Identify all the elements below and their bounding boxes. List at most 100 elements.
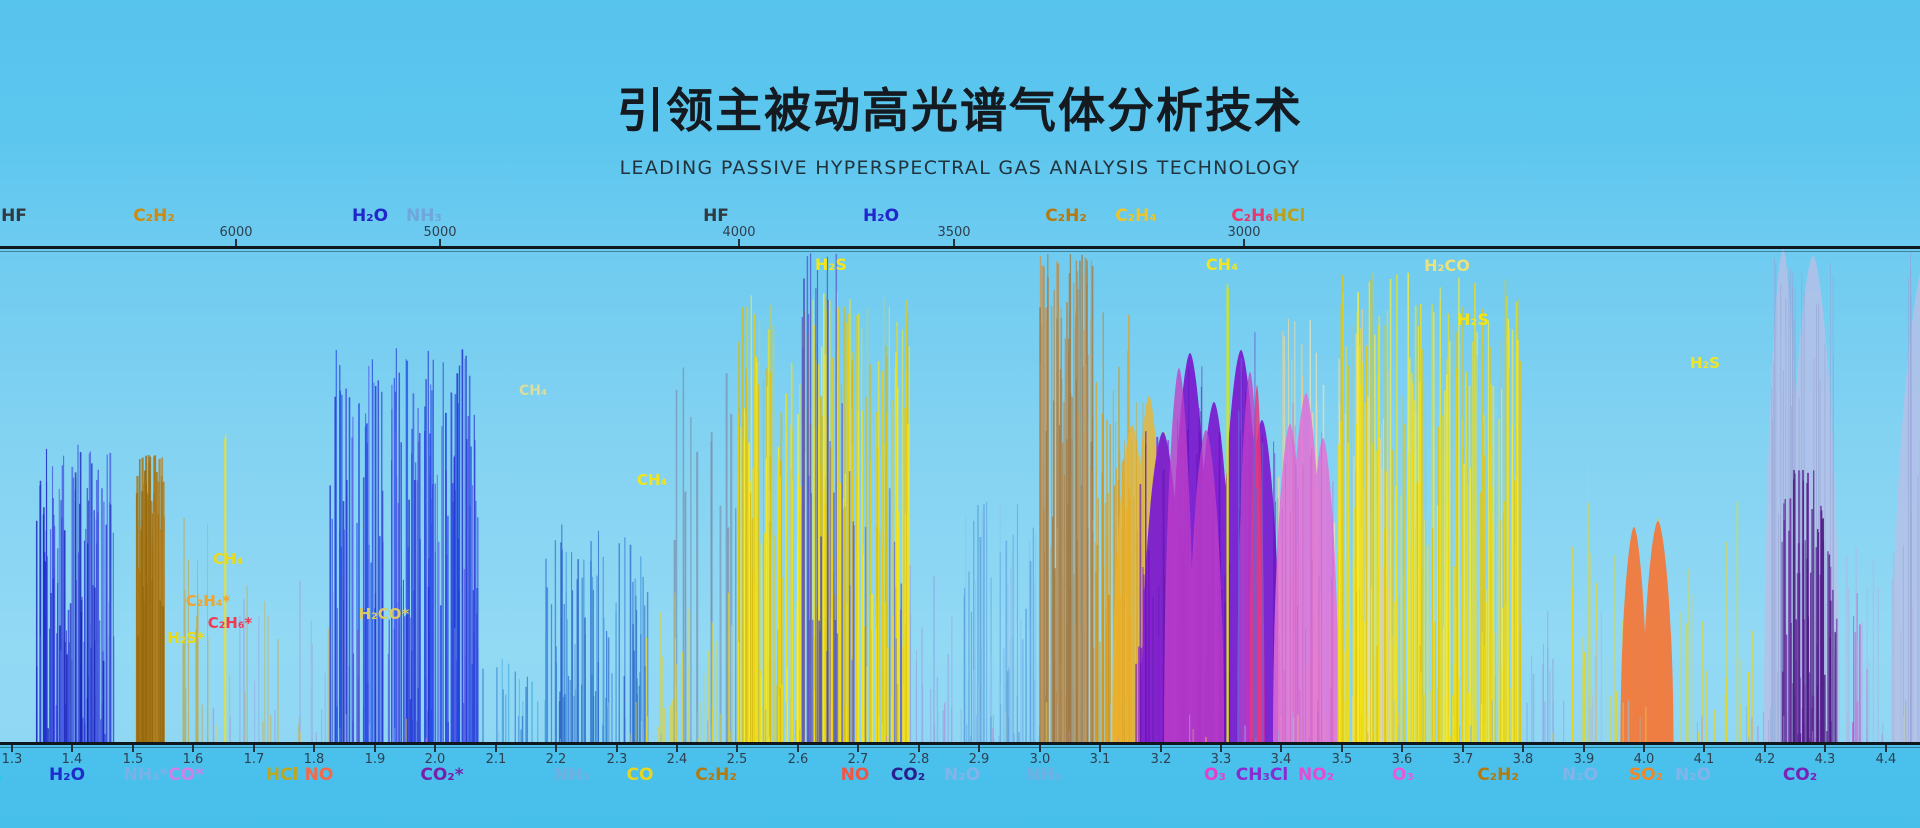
bottom-tick-mark (1099, 745, 1101, 752)
bottom-gas-label: CO (626, 765, 654, 785)
top-tick-mark (738, 239, 740, 246)
inchart-gas-label: C₂H₄* (185, 592, 231, 610)
top-tick-label: 6000 (219, 225, 253, 240)
bottom-tick-mark (1824, 745, 1826, 752)
bottom-gas-label: CO₂* (420, 765, 464, 785)
bottom-tick-label: 2.7 (847, 752, 869, 767)
bottom-gas-label: O₃ (1392, 765, 1414, 785)
bottom-tick-mark (1401, 745, 1403, 752)
bottom-tick-label: 1.4 (61, 752, 83, 767)
bottom-tick-label: 2.0 (424, 752, 446, 767)
bottom-tick-label: 3.0 (1029, 752, 1051, 767)
spectral-envelope (1273, 393, 1339, 745)
bottom-tick-mark (495, 745, 497, 752)
inchart-gas-label: CH₄ (1205, 255, 1239, 274)
bottom-tick-label: 1.8 (303, 752, 325, 767)
bottom-gas-label: NO₂ (1297, 765, 1335, 785)
bottom-gas-label: NH₃* (123, 765, 169, 785)
bottom-tick-mark (1160, 745, 1162, 752)
bottom-tick-label: 3.3 (1210, 752, 1232, 767)
bottom-gas-label: NO (304, 765, 334, 785)
inchart-gas-label: H₂S (1457, 310, 1489, 329)
bottom-tick-label: 2.9 (968, 752, 990, 767)
top-axis-subline (0, 251, 1920, 252)
bottom-gas-label: SO₂ (1628, 765, 1664, 785)
top-gas-label: H₂O (862, 206, 900, 226)
bottom-tick-label: 3.7 (1452, 752, 1474, 767)
top-gas-label: HF (703, 206, 729, 226)
inchart-gas-label: H₂S (815, 255, 847, 274)
bottom-tick-label: 3.5 (1331, 752, 1353, 767)
bottom-gas-label: HCl (265, 765, 299, 785)
spectral-line-band (963, 501, 1043, 745)
bottom-tick-mark (11, 745, 13, 752)
bottom-tick-mark (434, 745, 436, 752)
bottom-tick-mark (1039, 745, 1041, 752)
bottom-tick-mark (857, 745, 859, 752)
bottom-gas-label: N₂O (1561, 765, 1599, 785)
bottom-tick-mark (374, 745, 376, 752)
spectral-line-band (1337, 272, 1521, 745)
bottom-tick-mark (313, 745, 315, 752)
spectral-line-band (1526, 611, 1565, 745)
top-gas-label: C₂H₄ (1115, 206, 1157, 226)
top-tick-label: 3500 (937, 225, 971, 240)
spectral-line-band (1588, 611, 1603, 745)
top-gas-label: HF (1, 206, 27, 226)
bottom-gas-label: H₂O (48, 765, 86, 785)
partial-gas-label: ₂ (0, 768, 3, 786)
bottom-tick-mark (1583, 745, 1585, 752)
top-tick-mark (953, 239, 955, 246)
bottom-tick-mark (555, 745, 557, 752)
bottom-tick-label: 2.8 (908, 752, 930, 767)
spectral-line-band (841, 403, 903, 745)
bottom-tick-mark (71, 745, 73, 752)
spectral-line-band (224, 434, 227, 745)
top-gas-label: C₂H₂ (1045, 206, 1087, 226)
top-gas-label: H₂O (351, 206, 389, 226)
bottom-tick-mark (676, 745, 678, 752)
spectral-line-band (1781, 470, 1838, 745)
top-tick-mark (235, 239, 237, 246)
spectral-line-band (1039, 254, 1095, 745)
bottom-tick-label: 3.1 (1089, 752, 1111, 767)
bottom-tick-mark (736, 745, 738, 752)
spectral-line-band (1852, 593, 1868, 745)
inchart-gas-label: C₂H₆* (207, 614, 253, 632)
bottom-tick-label: 1.7 (243, 752, 265, 767)
bottom-tick-mark (253, 745, 255, 752)
bottom-tick-mark (616, 745, 618, 752)
bottom-gas-label: CO₂ (1782, 765, 1818, 785)
bottom-tick-mark (1643, 745, 1645, 752)
inchart-gas-label: CH₄ (518, 383, 548, 399)
top-tick-label: 5000 (423, 225, 457, 240)
top-tick-label: 4000 (722, 225, 756, 240)
bottom-gas-label: C₂H₂ (1477, 765, 1519, 785)
bottom-tick-label: 1.6 (182, 752, 204, 767)
spectral-envelope-band (1273, 393, 1339, 745)
spectral-line-band (801, 253, 839, 745)
bottom-gas-label: O₃ (1204, 765, 1226, 785)
bottom-gas-label: N₂O (943, 765, 981, 785)
inchart-gas-label: CH₄ (212, 550, 244, 568)
bottom-tick-label: 4.0 (1633, 752, 1655, 767)
top-gas-label: HCl (1272, 206, 1306, 226)
bottom-axis-line (0, 742, 1920, 745)
bottom-tick-mark (1522, 745, 1524, 752)
bottom-tick-label: 1.3 (1, 752, 23, 767)
bottom-tick-label: 1.5 (122, 752, 144, 767)
inchart-gas-label: H₂CO (1424, 256, 1470, 275)
bottom-tick-label: 4.4 (1875, 752, 1897, 767)
spectral-line-band (182, 517, 209, 745)
top-tick-label: 3000 (1227, 225, 1261, 240)
top-axis-line (0, 246, 1920, 249)
bottom-tick-label: 2.1 (485, 752, 507, 767)
bottom-tick-mark (1341, 745, 1343, 752)
bottom-tick-label: 4.1 (1693, 752, 1715, 767)
bottom-tick-label: 3.9 (1573, 752, 1595, 767)
bottom-gas-label: N₂O (1674, 765, 1712, 785)
bottom-tick-label: 2.3 (606, 752, 628, 767)
inchart-gas-label: H₂S* (167, 629, 205, 647)
inchart-gas-label: H₂CO* (358, 605, 410, 623)
